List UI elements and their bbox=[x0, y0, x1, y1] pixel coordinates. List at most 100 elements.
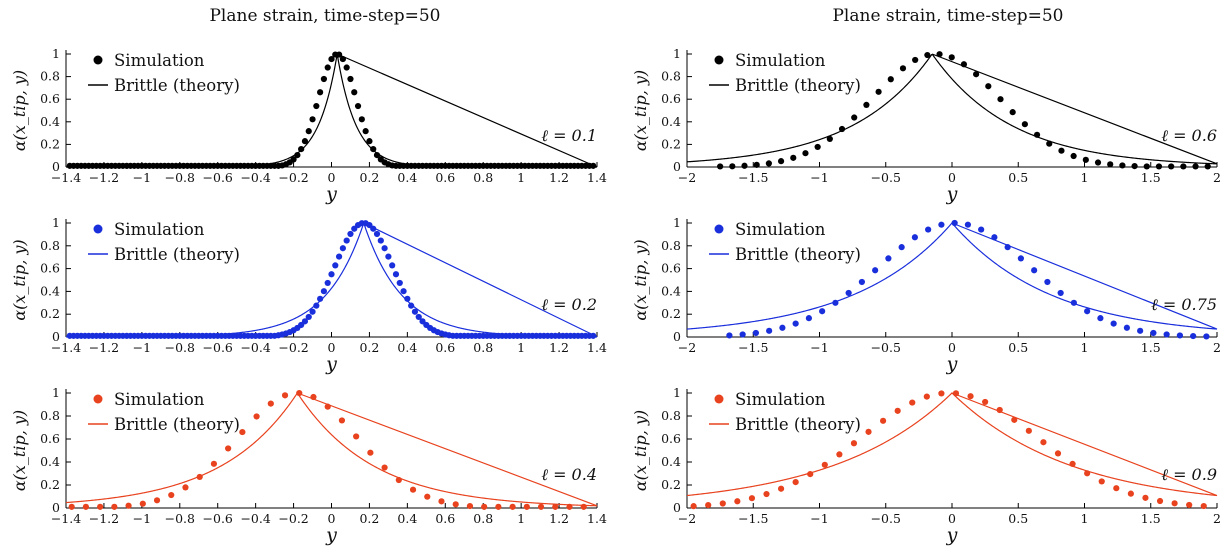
y-tick-label: 0.4 bbox=[40, 114, 60, 129]
simulation-point bbox=[766, 327, 773, 334]
simulation-point bbox=[125, 502, 132, 509]
x-tick-label: 1 bbox=[1081, 340, 1089, 355]
y-tick-label: 0 bbox=[52, 500, 60, 515]
simulation-point bbox=[354, 102, 362, 110]
ell-annotation: ℓ = 0.9 bbox=[1161, 465, 1217, 484]
simulation-point bbox=[924, 51, 931, 59]
simulation-point bbox=[324, 64, 331, 71]
y-tick-label: 1 bbox=[673, 215, 681, 230]
simulation-point bbox=[858, 278, 866, 286]
y-tick-label: 0.6 bbox=[40, 91, 60, 106]
ell-annotation: ℓ = 0.2 bbox=[541, 295, 597, 314]
simulation-point bbox=[395, 476, 402, 484]
simulation-point bbox=[347, 75, 354, 83]
y-tick-label: 0.4 bbox=[661, 114, 681, 129]
legend-label-simulation: Simulation bbox=[114, 220, 205, 239]
simulation-point bbox=[1044, 278, 1051, 286]
simulation-point bbox=[1025, 427, 1032, 434]
x-tick-label: 0 bbox=[328, 170, 336, 185]
simulation-point bbox=[982, 398, 989, 406]
x-tick-label: −1 bbox=[133, 170, 151, 185]
y-tick-label: 0.8 bbox=[40, 238, 60, 253]
simulation-point bbox=[850, 440, 858, 447]
y-tick-label: 0.8 bbox=[661, 69, 681, 84]
simulation-point bbox=[875, 88, 882, 95]
x-tick-label: −0.6 bbox=[203, 170, 233, 185]
y-tick-label: 0.6 bbox=[40, 431, 60, 446]
simulation-point bbox=[1113, 485, 1120, 492]
simulation-point bbox=[1142, 494, 1149, 501]
legend-label-theory: Brittle (theory) bbox=[114, 76, 240, 95]
simulation-point bbox=[967, 393, 974, 400]
legend-label-theory: Brittle (theory) bbox=[735, 415, 861, 434]
x-tick-label: 1 bbox=[517, 340, 525, 355]
figure-title-left: Plane strain, time-step=50 bbox=[209, 6, 440, 26]
simulation-point bbox=[408, 302, 415, 309]
simulation-point bbox=[779, 324, 786, 331]
x-tick-label: 0.4 bbox=[397, 170, 417, 185]
simulation-point bbox=[424, 493, 431, 500]
y-tick-label: 0.4 bbox=[661, 283, 681, 298]
simulation-point bbox=[370, 225, 377, 232]
legend-label-simulation: Simulation bbox=[735, 220, 826, 239]
simulation-point bbox=[997, 96, 1004, 103]
y-tick-label: 0.4 bbox=[40, 454, 60, 469]
legend-marker-simulation bbox=[714, 394, 724, 404]
simulation-point bbox=[991, 234, 998, 241]
x-tick-label: −1.2 bbox=[89, 511, 119, 526]
simulation-point bbox=[726, 332, 733, 339]
simulation-point bbox=[1070, 152, 1077, 160]
simulation-point bbox=[377, 237, 384, 244]
simulation-point bbox=[872, 267, 879, 274]
simulation-point bbox=[705, 501, 712, 509]
simulation-point bbox=[168, 491, 175, 499]
simulation-point bbox=[996, 406, 1003, 414]
simulation-point bbox=[763, 490, 770, 498]
simulation-point bbox=[335, 253, 343, 260]
x-tick-label: 0.8 bbox=[473, 170, 493, 185]
x-tick-label: 1 bbox=[517, 170, 525, 185]
subplot-2: −1.4 −1.2 −1 −0.8 −0.6 −0.4 −0.2 0 0.2 0.4 0.6 0.8 1… bbox=[10, 215, 607, 375]
simulation-point bbox=[1107, 161, 1114, 168]
simulation-point bbox=[814, 143, 821, 151]
simulation-point bbox=[792, 479, 799, 486]
x-tick-label: −0.2 bbox=[278, 511, 308, 526]
simulation-point bbox=[887, 76, 894, 83]
x-tick-label: 2 bbox=[1213, 340, 1221, 355]
ell-annotation: ℓ = 0.75 bbox=[1151, 295, 1217, 314]
theory-curve bbox=[65, 222, 598, 338]
x-tick-label: 0.6 bbox=[435, 511, 455, 526]
simulation-point bbox=[590, 332, 597, 339]
x-tick-label: −1.2 bbox=[89, 170, 119, 185]
simulation-point bbox=[139, 500, 146, 507]
simulation-point bbox=[309, 116, 316, 123]
simulation-point bbox=[362, 128, 369, 135]
x-tick-label: 0 bbox=[328, 340, 336, 355]
simulation-point bbox=[1200, 502, 1207, 510]
x-tick-label: 1.5 bbox=[1141, 511, 1161, 526]
simulation-point bbox=[792, 320, 799, 327]
simulation-point bbox=[936, 51, 943, 58]
simulation-point bbox=[373, 151, 381, 159]
simulation-point bbox=[301, 318, 309, 325]
x-tick-label: −1.4 bbox=[51, 340, 81, 355]
simulation-point bbox=[466, 502, 474, 510]
x-tick-label: −1.4 bbox=[51, 511, 81, 526]
simulation-point bbox=[225, 445, 232, 452]
y-tick-label: 1 bbox=[52, 46, 60, 61]
y-tick-label: 0 bbox=[52, 159, 60, 174]
simulation-point bbox=[909, 399, 916, 406]
x-tick-label: 0.8 bbox=[473, 511, 493, 526]
y-tick-label: 1 bbox=[52, 215, 60, 230]
x-tick-label: 0.4 bbox=[397, 340, 417, 355]
simulation-point bbox=[1097, 315, 1104, 322]
simulation-point bbox=[973, 71, 980, 78]
simulation-point bbox=[367, 449, 374, 456]
x-tick-label: 0 bbox=[948, 340, 956, 355]
ell-annotation: ℓ = 0.4 bbox=[541, 465, 597, 484]
x-tick-label: −0.4 bbox=[240, 511, 270, 526]
simulation-point bbox=[863, 101, 870, 108]
simulation-point bbox=[324, 403, 331, 410]
subplot-5: −2 −1.5 −1 −0.5 0 0.5 1 1.5 2 0 0.2 0.4 0.6 0.8 1 y α(x_… bbox=[631, 215, 1221, 375]
x-tick-label: −0.2 bbox=[278, 340, 308, 355]
